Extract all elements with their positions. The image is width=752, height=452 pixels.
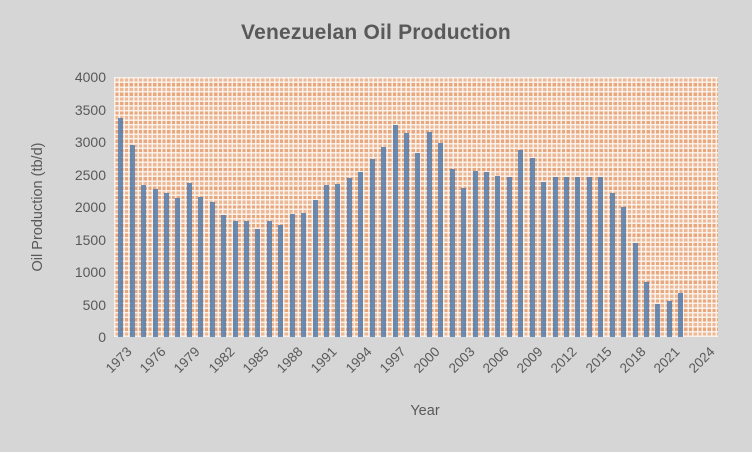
y-tick-label-500: 500 (82, 296, 106, 313)
bar-1999 (415, 152, 421, 337)
bar-2015 (598, 176, 604, 337)
bar-2010 (541, 182, 547, 337)
bar-2022 (678, 292, 684, 337)
x-tick-label-2018: 2018 (616, 344, 649, 376)
bar-1986 (266, 220, 272, 337)
bar-1997 (392, 124, 398, 337)
bar-2005 (484, 171, 489, 337)
x-tick-label-2021: 2021 (651, 344, 683, 376)
bar-1974 (129, 144, 135, 337)
x-tick-label-1979: 1979 (171, 344, 203, 376)
bar-1988 (289, 213, 295, 337)
bar-2021 (666, 300, 672, 337)
x-tick-label-1976: 1976 (136, 344, 169, 376)
x-tick-label-2000: 2000 (411, 344, 443, 376)
x-tick-label-1994: 1994 (342, 344, 375, 376)
y-tick-label-1000: 1000 (74, 264, 106, 280)
bar-1977 (163, 193, 169, 337)
y-tick-label-4000: 4000 (74, 69, 106, 85)
bar-2009 (529, 158, 535, 337)
y-tick-label-1500: 1500 (74, 231, 106, 248)
x-tick-label-2024: 2024 (685, 344, 718, 376)
bar-2018 (632, 242, 638, 337)
bar-1989 (301, 213, 307, 337)
plot-area (114, 77, 718, 337)
bar-2000 (426, 131, 432, 337)
bar-2011 (552, 177, 558, 337)
bar-1995 (369, 158, 375, 337)
bar-1996 (381, 146, 387, 337)
x-tick-label-2015: 2015 (582, 344, 615, 376)
bar-1991 (323, 184, 329, 337)
bar-2017 (621, 206, 627, 337)
y-tick-label-3000: 3000 (74, 134, 106, 150)
bar-1981 (209, 201, 215, 337)
bar-2016 (609, 192, 615, 337)
bar-2013 (575, 176, 581, 337)
bar-1975 (141, 184, 147, 337)
x-tick-label-1982: 1982 (205, 344, 238, 376)
bar-1980 (198, 197, 204, 337)
x-tick-label-2012: 2012 (548, 344, 581, 376)
bar-2006 (495, 176, 501, 337)
bar-1998 (403, 132, 409, 337)
x-tick-label-2003: 2003 (445, 344, 478, 376)
x-tick-label-2006: 2006 (479, 344, 512, 376)
bar-1987 (278, 224, 284, 337)
bar-1994 (358, 171, 364, 337)
bar-2008 (518, 150, 524, 337)
bar-2001 (438, 142, 444, 337)
bar-1990 (312, 199, 318, 337)
x-tick-label-1991: 1991 (308, 344, 341, 376)
bar-1983 (232, 220, 238, 337)
chart-title: Venezuelan Oil Production (241, 21, 511, 44)
bar-1979 (186, 183, 192, 337)
x-tick-label-1973: 1973 (102, 344, 135, 376)
bar-2014 (586, 176, 592, 337)
bar-1992 (335, 183, 341, 337)
bar-1982 (221, 214, 227, 337)
x-axis-title: Year (410, 403, 440, 419)
bar-1973 (118, 118, 124, 337)
bar-2007 (506, 177, 512, 337)
x-tick-label-2009: 2009 (513, 344, 546, 376)
y-tick-label-3500: 3500 (74, 101, 106, 118)
bar-2003 (461, 187, 467, 337)
bar-1978 (175, 197, 181, 337)
y-tick-label-0: 0 (98, 329, 106, 345)
y-tick-label-2500: 2500 (74, 166, 106, 183)
x-tick-label-1997: 1997 (376, 344, 409, 376)
bar-2002 (449, 169, 455, 337)
bar-2004 (472, 170, 478, 337)
bar-2012 (564, 176, 569, 337)
bar-1984 (243, 221, 249, 337)
bar-1993 (346, 178, 352, 337)
bar-2019 (644, 282, 649, 337)
x-tick-label-1985: 1985 (239, 344, 272, 376)
bar-1985 (255, 229, 261, 337)
bar-2020 (655, 303, 661, 337)
bar-1976 (152, 188, 158, 337)
y-tick-label-2000: 2000 (74, 199, 106, 215)
x-tick-label-1988: 1988 (273, 344, 306, 376)
